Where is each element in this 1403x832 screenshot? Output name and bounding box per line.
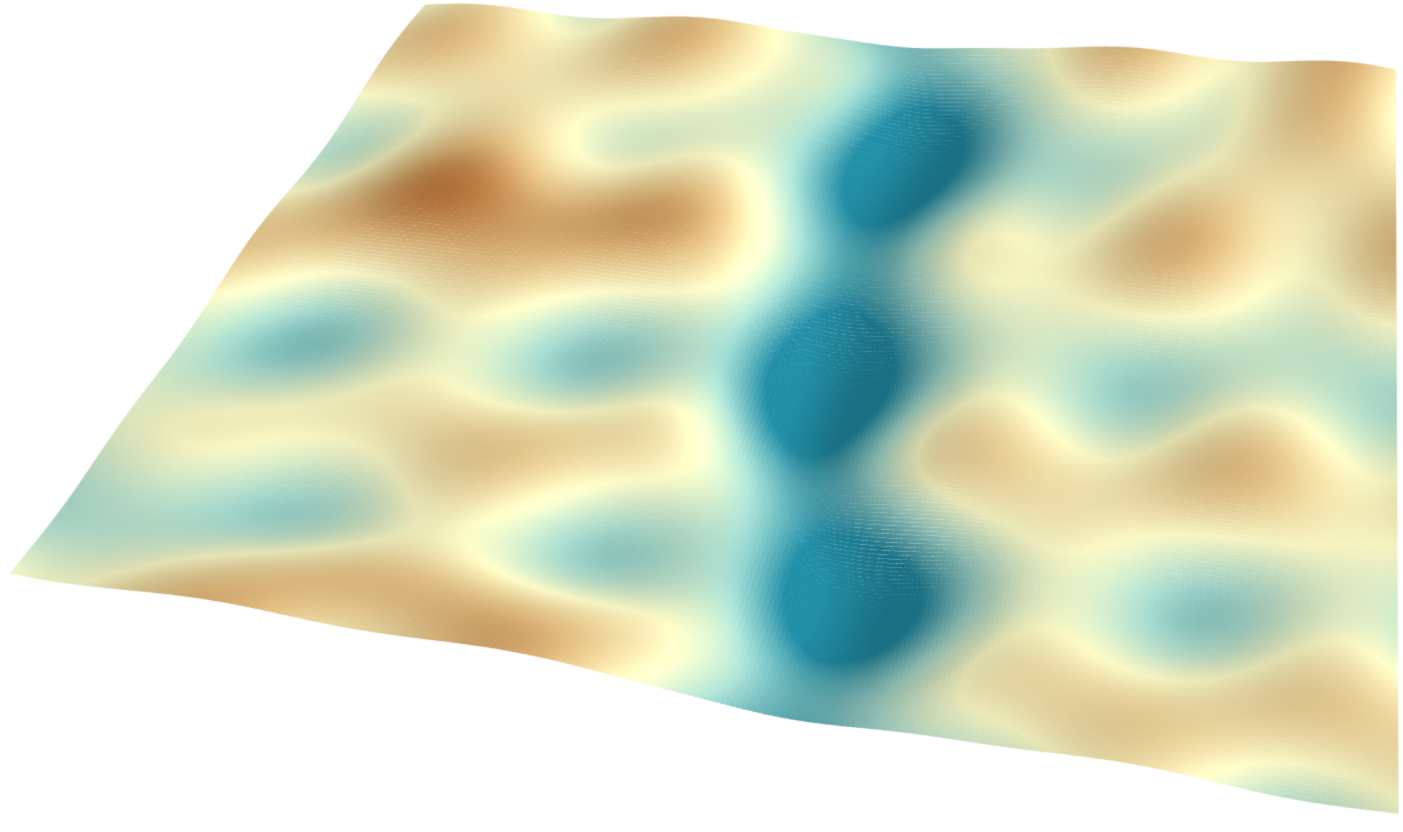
terrain-surface-canvas[interactable]	[0, 0, 1403, 832]
terrain-3d-view[interactable]	[0, 0, 1403, 832]
